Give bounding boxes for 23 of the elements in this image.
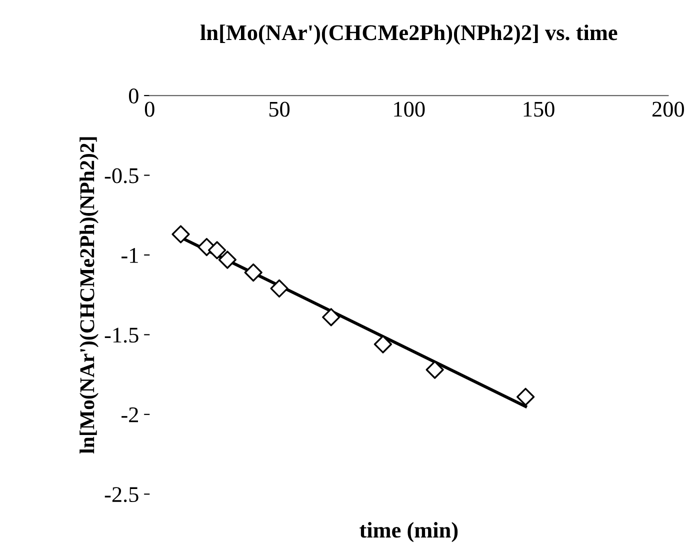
point [374,335,392,354]
point [172,225,190,244]
point [270,279,288,298]
point [244,263,262,282]
y-tick-label: -1 [122,248,138,263]
x-tick-label: 200 [652,102,684,117]
y-tick-label: -0.5 [104,168,138,184]
y-tick-label: -1.5 [104,328,138,343]
chart-title: ln[Mo(NAr')(CHCMe2Ph)(NPh2)2] vs. time [200,24,618,45]
point [322,308,340,326]
y-axis-title: ln[Mo(NAr')(CHCMe2Ph)(NPh2)2] [80,137,98,454]
y-tick-label: -2.5 [104,487,138,502]
x-axis-title: time (min) [360,522,458,542]
point [218,250,236,269]
point [516,388,535,406]
x-tick-label: 0 [144,102,154,117]
point [208,241,226,260]
x-tick-label: 100 [394,102,425,117]
y-tick-label: 0 [128,88,138,104]
y-tick-label: -2 [122,407,138,422]
x-tick-label: 150 [524,102,554,117]
x-tick-label: 50 [269,102,290,117]
point [426,360,444,379]
